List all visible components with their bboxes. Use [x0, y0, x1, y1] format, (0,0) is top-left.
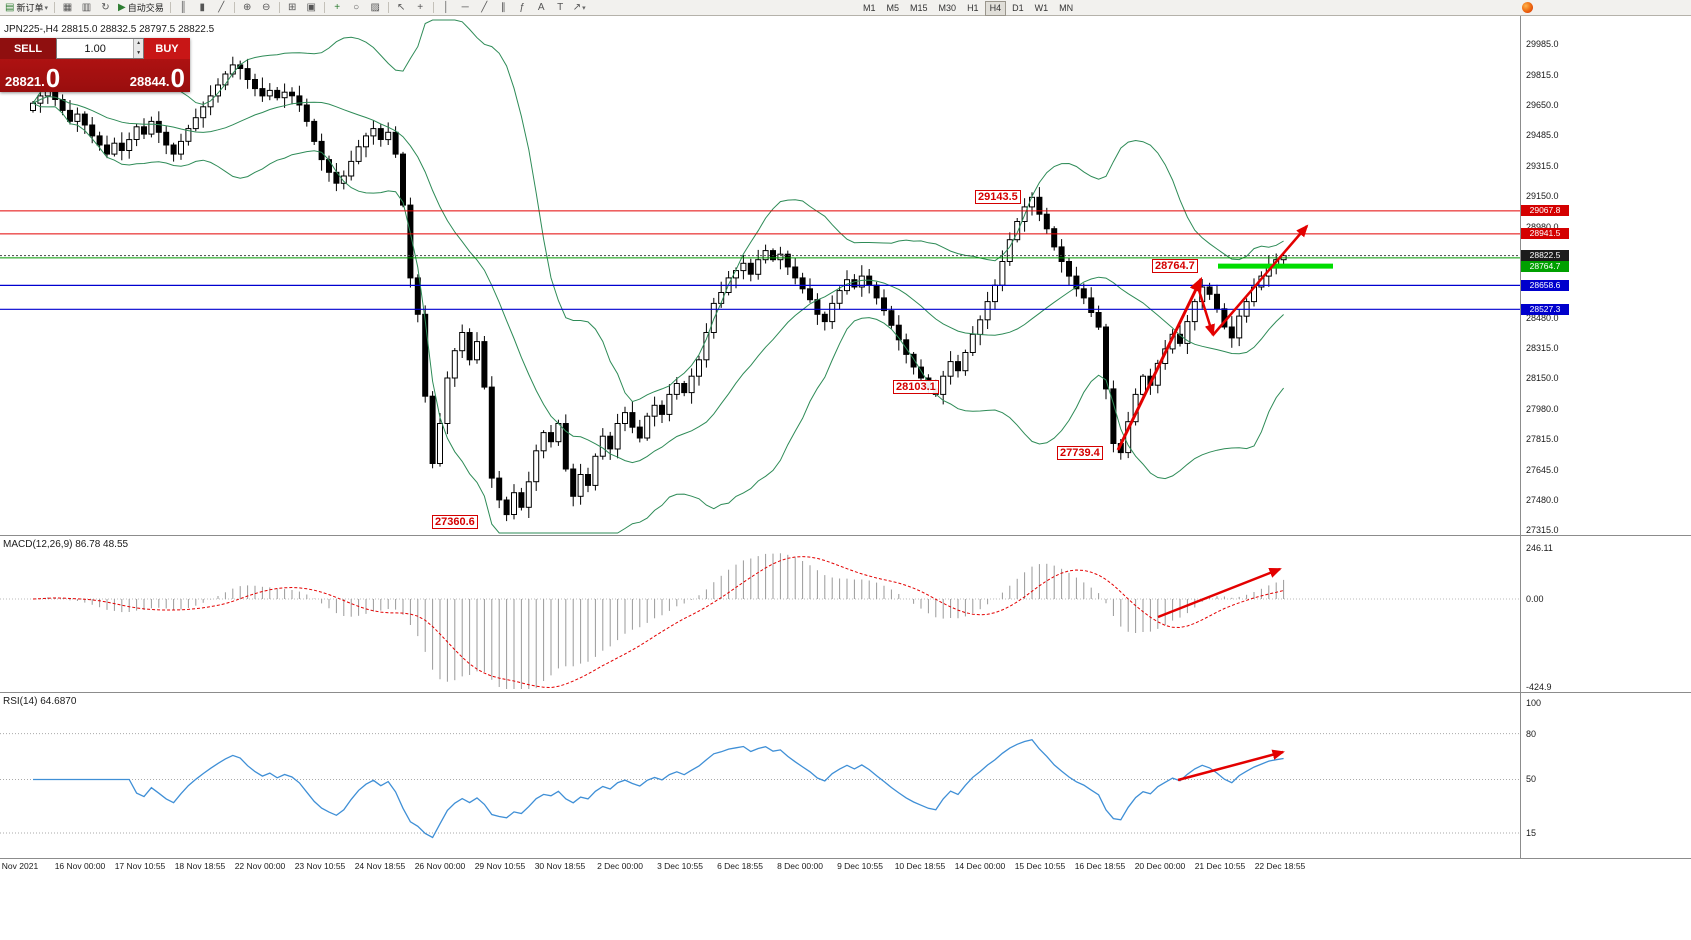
toolbar-separator: [387, 2, 389, 13]
equidistant-channel-icon-button[interactable]: ∥: [495, 1, 512, 15]
fibonacci-icon: ƒ: [519, 1, 525, 13]
macd-indicator-label: MACD(12,26,9) 86.78 48.55: [3, 539, 129, 550]
new-order-button[interactable]: ▤ 新订单 ▾: [3, 1, 50, 15]
zoom-in-icon-button[interactable]: ⊕: [239, 1, 256, 15]
auto-trading-button[interactable]: ▶ 自动交易: [116, 1, 166, 15]
new-order-icon: ▤: [5, 1, 15, 13]
top-toolbar: ▤ 新订单 ▾ ▦ ▥ ↻ ▶ 自动交易 ║ ▮ ╱ ⊕ ⊖ ⊞ ▣ + ○ ▨ ↖ + │ ─ ╱ ∥ ƒ A T ↗ ▾: [0, 0, 1691, 16]
timeframe-toolbar: M1 M5 M15 M30 H1 H4 D1 W1 MN: [858, 1, 1079, 16]
text-label-icon-button[interactable]: T: [552, 1, 569, 15]
rsi-indicator-label: RSI(14) 64.6870: [3, 696, 77, 707]
volume-decrease-button[interactable]: ▼: [133, 48, 143, 58]
auto-trading-label: 自动交易: [127, 3, 164, 13]
bar-chart-icon-button[interactable]: ║: [175, 1, 192, 15]
toolbar-separator: [432, 2, 434, 13]
trendline-icon: ╱: [481, 1, 488, 13]
arrange-windows-icon-button[interactable]: ▣: [303, 1, 320, 15]
fibonacci-icon-button[interactable]: ƒ: [514, 1, 531, 15]
horizontal-line-icon-button[interactable]: ─: [457, 1, 474, 15]
one-click-trading-panel: SELL ▲ ▼ BUY 28821.0 28844.0: [0, 38, 190, 92]
macd-trend-arrow: [1157, 567, 1282, 619]
text-icon: A: [537, 1, 545, 13]
volume-input[interactable]: [57, 39, 134, 58]
buy-button[interactable]: BUY: [144, 38, 190, 59]
candlestick-chart-icon-button[interactable]: ▮: [194, 1, 211, 15]
timeframe-m1-button[interactable]: M1: [863, 3, 876, 13]
volume-field: ▲ ▼: [56, 38, 144, 59]
buy-price: 28844. 0: [129, 63, 185, 93]
profiles-icon: ▥: [81, 1, 92, 13]
timeframe-m5-button[interactable]: M5: [886, 3, 900, 13]
timeframe-m15-button[interactable]: M15: [910, 3, 928, 13]
trend-arrow-breakout: [1212, 224, 1309, 336]
line-chart-icon-button[interactable]: ╱: [213, 1, 230, 15]
timeframe-m30-button[interactable]: M30: [938, 3, 957, 13]
templates-icon-button[interactable]: ▨: [367, 1, 384, 15]
toolbar-separator: [53, 2, 55, 13]
volume-increase-button[interactable]: ▲: [133, 39, 143, 49]
refresh-icon: ↻: [101, 1, 110, 13]
timeframe-w1-button[interactable]: W1: [1034, 3, 1049, 13]
trend-arrow-pullback: [1195, 283, 1215, 337]
templates-icon: ▨: [370, 1, 380, 13]
toolbar-separator: [278, 2, 280, 13]
timeframe-h4-button[interactable]: H4: [984, 1, 1007, 16]
toolbar-separator: [169, 2, 171, 13]
buy-price-fraction: 0: [170, 63, 185, 93]
notification-badge-icon[interactable]: [1522, 2, 1533, 13]
bar-chart-icon: ║: [179, 1, 187, 13]
refresh-icon-button[interactable]: ↻: [97, 1, 114, 15]
arrange-windows-icon: ▣: [306, 1, 316, 13]
arrows-tool-caret-icon: ▾: [582, 4, 586, 12]
rsi-trend-arrow: [1177, 749, 1285, 782]
zoom-in-icon: ⊕: [243, 1, 252, 13]
zoom-out-icon: ⊖: [262, 1, 271, 13]
crosshair-icon: +: [417, 1, 424, 13]
line-chart-icon: ╱: [218, 1, 225, 13]
add-indicator-icon: +: [334, 1, 341, 13]
tile-windows-icon: ⊞: [288, 1, 297, 13]
vertical-line-icon-button[interactable]: │: [438, 1, 455, 15]
auto-trading-icon: ▶: [117, 1, 126, 13]
equidistant-channel-icon: ∥: [500, 1, 506, 13]
candlestick-chart-icon: ▮: [199, 1, 205, 13]
new-order-label: 新订单: [16, 3, 44, 13]
text-label-icon: T: [557, 1, 564, 13]
sell-button[interactable]: SELL: [0, 38, 56, 59]
new-order-caret-icon: ▾: [44, 4, 48, 12]
cursor-icon-button[interactable]: ↖: [393, 1, 410, 15]
trendline-icon-button[interactable]: ╱: [476, 1, 493, 15]
cursor-icon: ↖: [397, 1, 406, 13]
profiles-icon-button[interactable]: ▥: [78, 1, 95, 15]
chart-window-icon: ▦: [62, 1, 73, 13]
toolbar-separator: [233, 2, 235, 13]
crosshair-icon-button[interactable]: +: [412, 1, 429, 15]
vertical-line-icon: │: [443, 1, 450, 13]
sell-price-fraction: 0: [45, 63, 61, 93]
arrows-tool-icon-button[interactable]: ↗ ▾: [571, 1, 588, 15]
period-selector-icon: ○: [353, 1, 360, 13]
timeframe-d1-button[interactable]: D1: [1012, 3, 1024, 13]
tile-windows-icon-button[interactable]: ⊞: [284, 1, 301, 15]
timeframe-h1-button[interactable]: H1: [967, 3, 979, 13]
timeframe-mn-button[interactable]: MN: [1059, 3, 1074, 13]
toolbar-separator: [323, 2, 325, 13]
add-indicator-icon-button[interactable]: +: [329, 1, 346, 15]
period-selector-icon-button[interactable]: ○: [348, 1, 365, 15]
chart-window-icon-button[interactable]: ▦: [59, 1, 76, 15]
text-icon-button[interactable]: A: [533, 1, 550, 15]
horizontal-line-icon: ─: [461, 1, 469, 13]
volume-steppers: ▲ ▼: [133, 39, 143, 58]
trend-arrow-main-up: [1116, 276, 1203, 451]
chart-ohlc-header: JPN225-,H4 28815.0 28832.5 28797.5 28822…: [4, 24, 215, 35]
sell-price-main: 28821.: [5, 74, 45, 89]
sell-price: 28821. 0: [5, 63, 61, 93]
arrows-tool-icon: ↗: [572, 1, 582, 13]
buy-price-main: 28844.: [129, 74, 170, 89]
zoom-out-icon-button[interactable]: ⊖: [258, 1, 275, 15]
